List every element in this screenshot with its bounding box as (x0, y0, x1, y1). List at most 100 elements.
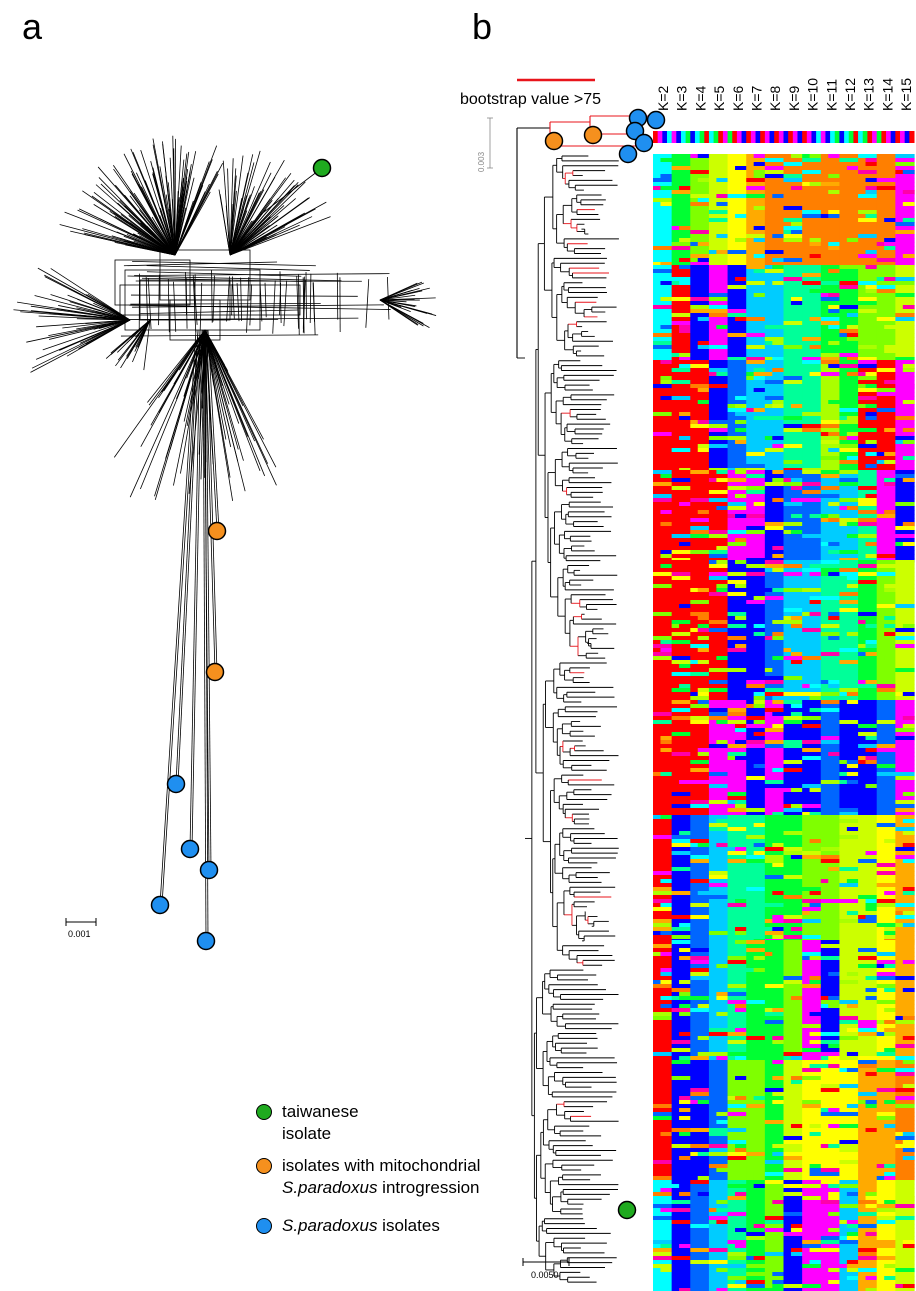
heatmap-cell (764, 1020, 785, 1025)
heatmap-cell (772, 194, 785, 199)
heatmap-cell (895, 226, 915, 231)
heatmap-cell (671, 1048, 691, 1053)
heatmap-cell (727, 632, 747, 637)
heatmap-cell (653, 628, 673, 633)
heatmap-cell (746, 788, 766, 793)
heatmap-cell (708, 190, 729, 195)
heatmap-cell (884, 218, 896, 223)
heatmap-cell (746, 289, 766, 294)
heatmap-cell (820, 568, 841, 573)
network-branch (229, 155, 244, 256)
heatmap-cell (876, 668, 896, 673)
heatmap-cell (802, 424, 822, 429)
heatmap-cell (764, 448, 785, 453)
heatmap-cell (839, 226, 859, 231)
heatmap-cell (790, 400, 803, 405)
heatmap-cell (820, 911, 841, 916)
heatmap-cell (839, 608, 859, 613)
heatmap-cell (839, 464, 859, 469)
heatmap-cell (708, 424, 729, 429)
heatmap-cell (708, 1064, 729, 1069)
heatmap-cell (820, 640, 841, 645)
heatmap-cell (858, 568, 878, 573)
heatmap-cell (727, 592, 747, 597)
heatmap-cell (764, 198, 785, 203)
heatmap-cell (772, 632, 785, 637)
heatmap-cell (708, 522, 729, 527)
heatmap-cell (708, 688, 729, 693)
heatmap-cell (895, 564, 915, 569)
heatmap-cell (653, 940, 673, 945)
heatmap-cell (839, 424, 859, 429)
heatmap-cell (858, 660, 878, 665)
heatmap-cell (671, 194, 691, 199)
heatmap-cell (708, 1048, 729, 1053)
heatmap-cell (876, 956, 896, 961)
network-branch (229, 198, 243, 256)
heatmap-cell (746, 262, 766, 267)
heatmap-cell (783, 281, 803, 286)
heatmap-cell (690, 502, 710, 507)
heatmap-cell (690, 564, 710, 569)
strip-cell (685, 131, 691, 143)
heatmap-cell (690, 262, 710, 267)
heatmap-cell (802, 265, 822, 270)
heatmap-cell (764, 242, 785, 247)
heatmap-cell (764, 269, 785, 274)
heatmap-cell (876, 262, 896, 267)
heatmap-cell (876, 576, 896, 581)
heatmap-cell (828, 154, 841, 159)
heatmap-cell (884, 1032, 896, 1037)
heatmap-cell (820, 668, 841, 673)
heatmap-cell (802, 964, 822, 969)
heatmap-cell (764, 728, 785, 733)
heatmap-cell (690, 546, 710, 551)
heatmap-cell (839, 915, 859, 920)
k-label: K=7 (749, 85, 765, 111)
heatmap-cell (876, 792, 896, 797)
heatmap-cell (746, 494, 766, 499)
heatmap-cell (764, 490, 785, 495)
heatmap-cell (802, 815, 822, 820)
heatmap-cell (820, 281, 841, 286)
heatmap-cell (895, 700, 915, 705)
heatmap-cell (764, 948, 785, 953)
heatmap-cell (876, 464, 896, 469)
heatmap-cell (679, 364, 691, 369)
heatmap-cell (783, 506, 803, 511)
heatmap-cell (746, 827, 766, 832)
heatmap-cell (671, 756, 691, 761)
heatmap-cell (895, 780, 915, 785)
heatmap-cell (858, 262, 878, 267)
heatmap-cell (764, 349, 785, 354)
heatmap-cell (746, 190, 766, 195)
heatmap-cell (783, 452, 803, 457)
heatmap-cell (802, 772, 822, 777)
heatmap-cell (690, 174, 710, 179)
heatmap-cell (690, 277, 710, 282)
heatmap-cell (783, 194, 803, 199)
heatmap-cell (783, 1012, 803, 1017)
heatmap-cell (671, 321, 691, 326)
heatmap-cell (783, 948, 803, 953)
heatmap-cell (895, 538, 915, 543)
heatmap-cell (708, 1068, 729, 1073)
heatmap-cell (727, 992, 747, 997)
heatmap-cell (802, 273, 822, 278)
heatmap-cell (764, 960, 785, 965)
heatmap-cell (697, 317, 710, 322)
heatmap-cell (653, 576, 673, 581)
heatmap-cell (783, 313, 803, 318)
heatmap-cell (820, 564, 841, 569)
heatmap-cell (783, 728, 803, 733)
heatmap-cell (671, 835, 691, 840)
heatmap-cell (802, 281, 822, 286)
heatmap-cell (746, 202, 766, 207)
heatmap-cell (660, 186, 673, 191)
heatmap-cell (764, 218, 785, 223)
heatmap-cell (764, 273, 785, 278)
heatmap-cell (671, 891, 691, 896)
heatmap-cell (820, 676, 841, 681)
heatmap-cell (708, 692, 729, 697)
heatmap-cell (690, 851, 710, 856)
